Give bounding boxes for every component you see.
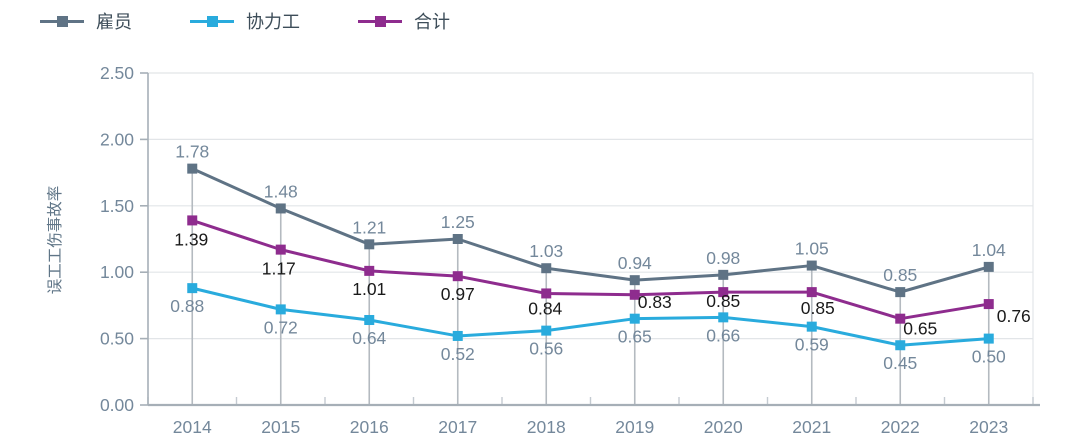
legend-marker-employees	[40, 15, 84, 27]
legend-label-total: 合计	[414, 12, 450, 32]
legend-marker-total	[358, 15, 402, 27]
data-labels-雇员: 1.78 1.48 1.21 1.25 1.03 0.94 0.98 1.05 0.85 1.04	[175, 142, 1006, 286]
legend-item-contractors: 协力工	[190, 8, 300, 34]
svg-text:0.98: 0.98	[706, 248, 740, 268]
legend-item-employees: 雇员	[40, 8, 132, 34]
svg-text:2018: 2018	[527, 417, 566, 437]
svg-text:2019: 2019	[615, 417, 654, 437]
svg-text:1.25: 1.25	[441, 212, 475, 232]
svg-text:2.00: 2.00	[100, 129, 134, 149]
svg-text:1.04: 1.04	[972, 240, 1006, 260]
svg-text:2016: 2016	[350, 417, 389, 437]
svg-text:0.65: 0.65	[903, 319, 937, 339]
svg-text:0.59: 0.59	[795, 335, 829, 355]
series-协力工	[187, 283, 994, 351]
series-合计	[187, 215, 994, 324]
svg-text:0.85: 0.85	[883, 265, 917, 285]
svg-text:0.97: 0.97	[441, 284, 475, 304]
svg-text:0.45: 0.45	[883, 353, 917, 373]
svg-text:0.85: 0.85	[801, 298, 835, 318]
svg-text:1.50: 1.50	[100, 196, 134, 216]
svg-text:2017: 2017	[438, 417, 477, 437]
svg-text:0.83: 0.83	[638, 292, 672, 312]
svg-text:2020: 2020	[704, 417, 743, 437]
svg-text:1.03: 1.03	[529, 241, 563, 261]
svg-text:1.17: 1.17	[262, 259, 296, 279]
y-tick-labels: 0.00 0.50 1.00 1.50 2.00 2.50	[100, 63, 134, 415]
series-雇员	[187, 163, 994, 298]
svg-text:0.50: 0.50	[100, 329, 134, 349]
gridlines	[148, 72, 1034, 405]
svg-text:2015: 2015	[261, 417, 300, 437]
svg-text:1.78: 1.78	[175, 142, 209, 162]
svg-text:0.65: 0.65	[618, 327, 652, 347]
svg-text:0.94: 0.94	[618, 253, 652, 273]
svg-text:2.50: 2.50	[100, 63, 134, 83]
svg-text:1.05: 1.05	[795, 239, 829, 259]
drop-lines	[191, 168, 990, 405]
legend-item-total: 合计	[358, 8, 450, 34]
svg-text:1.39: 1.39	[174, 229, 208, 249]
svg-text:0.85: 0.85	[706, 291, 740, 311]
svg-text:1.00: 1.00	[100, 262, 134, 282]
legend: 雇员 协力工 合计	[40, 8, 450, 34]
svg-text:0.56: 0.56	[529, 339, 563, 359]
svg-text:0.64: 0.64	[352, 328, 386, 348]
svg-text:2014: 2014	[173, 417, 212, 437]
legend-label-employees: 雇员	[96, 12, 132, 32]
svg-text:0.66: 0.66	[706, 325, 740, 345]
svg-text:0.76: 0.76	[997, 306, 1031, 326]
svg-text:0.84: 0.84	[528, 298, 562, 318]
svg-text:1.01: 1.01	[352, 279, 386, 299]
y-axis-title: 误工工伤事故率	[46, 186, 64, 295]
data-labels-协力工: 0.88 0.72 0.64 0.52 0.56 0.65 0.66 0.59 0.45 0.50	[170, 296, 1006, 373]
svg-text:0.72: 0.72	[264, 317, 298, 337]
svg-text:0.50: 0.50	[972, 347, 1006, 367]
svg-text:1.21: 1.21	[352, 217, 386, 237]
x-tick-labels: 2014 2015 2016 2017 2018 2019 2020 2021 2022 2023	[173, 417, 1008, 437]
svg-text:0.52: 0.52	[441, 344, 475, 364]
legend-marker-contractors	[190, 15, 234, 27]
svg-text:0.00: 0.00	[100, 395, 134, 415]
axes	[140, 72, 1040, 407]
svg-text:2023: 2023	[969, 417, 1008, 437]
svg-text:0.88: 0.88	[170, 296, 204, 316]
svg-text:2022: 2022	[881, 417, 920, 437]
svg-text:1.48: 1.48	[264, 181, 298, 201]
svg-text:2021: 2021	[792, 417, 831, 437]
legend-label-contractors: 协力工	[246, 12, 300, 32]
data-labels-合计: 1.39 1.17 1.01 0.97 0.84 0.83 0.85 0.85 0.65 0.76	[174, 229, 1031, 338]
